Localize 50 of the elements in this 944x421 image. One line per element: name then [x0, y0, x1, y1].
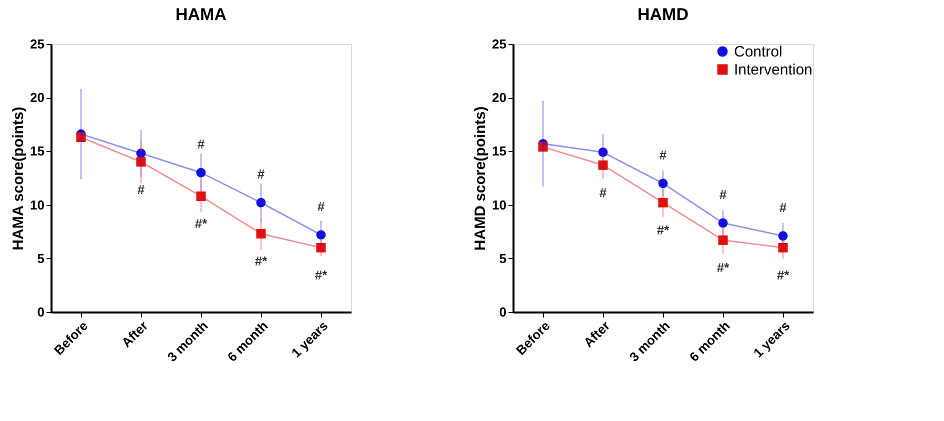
y-tick-label: 0 [37, 304, 44, 320]
chart-title: HAMA [176, 5, 226, 24]
y-tick-label: 5 [37, 250, 44, 266]
annotation: # [317, 198, 326, 214]
point [778, 242, 788, 252]
annotation: #* [254, 254, 268, 269]
y-axis-title: HAMA score(points) [10, 106, 28, 250]
annotation: #* [314, 268, 328, 283]
y-axis-title: HAMD score(points) [472, 106, 490, 251]
point [658, 178, 668, 188]
point [136, 148, 146, 158]
point [136, 157, 146, 167]
legend-label: Control [734, 44, 782, 60]
y-tick-label: 20 [30, 90, 44, 106]
y-tick-label: 10 [30, 197, 44, 212]
point [316, 230, 326, 240]
annotation: # [659, 147, 668, 162]
y-tick-label: 25 [492, 36, 506, 52]
annotation: # [779, 200, 788, 215]
y-tick-label: 15 [30, 144, 44, 159]
y-tick-label: 0 [499, 304, 506, 320]
point [598, 148, 608, 158]
y-tick-label: 5 [499, 250, 506, 266]
point [196, 191, 206, 201]
annotation: #* [776, 268, 790, 283]
point [196, 168, 206, 178]
annotation: # [197, 136, 206, 152]
annotation: #* [194, 216, 208, 232]
point [718, 235, 728, 245]
point [718, 218, 728, 228]
point [778, 231, 788, 241]
point [538, 142, 548, 152]
y-tick-label: 15 [492, 144, 506, 159]
annotation: #* [716, 260, 730, 276]
y-tick-label: 25 [30, 36, 44, 52]
annotation: # [137, 182, 146, 197]
chart-title: HAMD [638, 5, 688, 24]
point [256, 229, 266, 238]
point [256, 198, 266, 208]
point [76, 132, 86, 142]
point [658, 198, 668, 208]
annotation: # [257, 166, 266, 182]
point [316, 242, 326, 252]
y-tick-label: 10 [492, 197, 506, 212]
legend-label: Intervention [734, 62, 812, 78]
y-tick-label: 20 [492, 90, 506, 106]
annotation: # [719, 187, 728, 202]
annotation: # [599, 185, 608, 200]
point [598, 160, 608, 170]
annotation: #* [656, 222, 670, 238]
